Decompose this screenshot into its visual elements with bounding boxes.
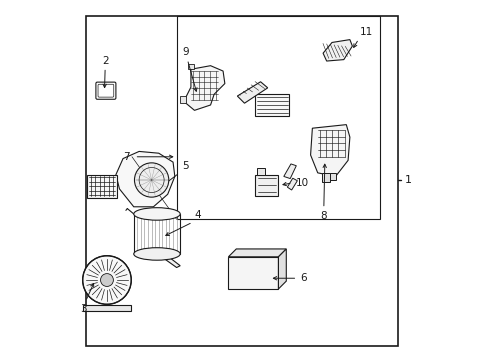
Circle shape (134, 163, 168, 197)
Bar (257, 168, 264, 175)
Polygon shape (164, 256, 180, 267)
Polygon shape (116, 152, 175, 207)
Circle shape (82, 256, 131, 304)
Text: 5: 5 (182, 161, 188, 171)
Text: 4: 4 (194, 210, 201, 220)
Bar (85, 16, 397, 346)
Text: 9: 9 (182, 47, 188, 57)
Bar (255, 94, 288, 116)
Bar (228, 257, 278, 289)
Text: 2: 2 (102, 56, 108, 66)
Circle shape (101, 274, 113, 287)
Text: 6: 6 (299, 273, 306, 283)
Ellipse shape (134, 208, 180, 220)
Polygon shape (283, 164, 296, 179)
Polygon shape (287, 178, 297, 190)
Bar (87, 175, 116, 198)
Polygon shape (278, 249, 285, 289)
Text: 3: 3 (80, 304, 87, 314)
Polygon shape (228, 249, 285, 257)
Polygon shape (310, 125, 349, 176)
Bar (322, 173, 329, 182)
Bar (329, 173, 335, 180)
Text: 11: 11 (360, 27, 373, 37)
Bar (176, 16, 380, 219)
Bar (82, 305, 131, 311)
Text: 7: 7 (122, 152, 129, 162)
Bar (188, 64, 194, 69)
Text: 8: 8 (320, 211, 326, 221)
Bar (255, 175, 278, 196)
Bar (180, 96, 185, 103)
Text: 1: 1 (404, 175, 411, 185)
Polygon shape (323, 40, 352, 61)
Text: 10: 10 (295, 178, 308, 188)
Polygon shape (183, 66, 224, 111)
Polygon shape (237, 82, 267, 103)
Ellipse shape (134, 248, 180, 260)
